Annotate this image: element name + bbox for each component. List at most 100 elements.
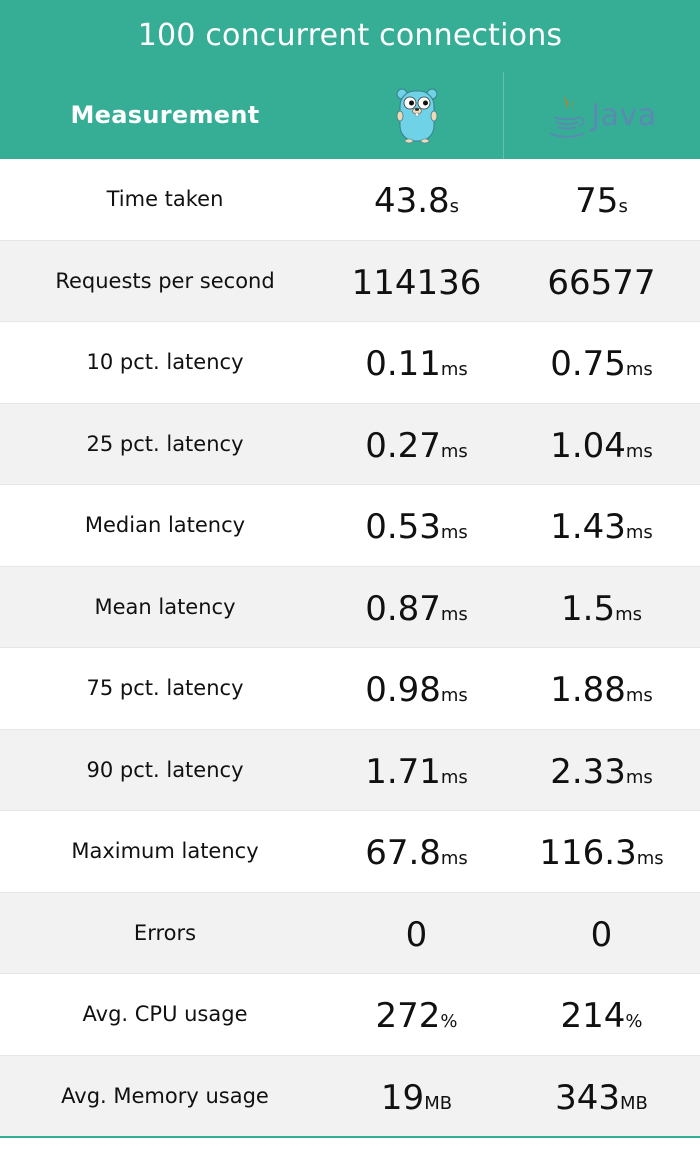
go-value: 0.53: [365, 507, 441, 548]
table-bottom-border: [0, 1136, 700, 1138]
go-value: 114136: [351, 262, 482, 303]
go-value-cell: 43.8s: [330, 181, 503, 221]
table-row: Median latency 0.53ms 1.43ms: [0, 485, 700, 567]
java-value: 2.33: [550, 751, 626, 792]
java-column-header: Java: [504, 72, 700, 158]
java-unit: s: [618, 196, 628, 218]
table-row: Avg. CPU usage 272% 214%: [0, 974, 700, 1056]
java-unit: ms: [636, 848, 664, 870]
measurement-label: Requests per second: [55, 268, 275, 293]
go-unit: ms: [440, 440, 468, 462]
java-value-cell: 0: [503, 915, 700, 955]
java-logo-icon: [549, 92, 585, 138]
go-unit: ms: [440, 603, 468, 625]
java-value: 343: [555, 1077, 620, 1118]
table-row: 25 pct. latency 0.27ms 1.04ms: [0, 403, 700, 485]
go-column-header: [330, 72, 503, 158]
table-body: Time taken 43.8s 75s Requests per second 114…: [0, 159, 700, 1137]
java-unit: ms: [625, 766, 653, 788]
table-row: Time taken 43.8s 75s: [0, 159, 700, 241]
table-row: 75 pct. latency 0.98ms 1.88ms: [0, 648, 700, 730]
go-value-cell: 67.8ms: [330, 833, 503, 873]
go-value: 0.11: [365, 344, 441, 385]
java-value-cell: 343MB: [503, 1078, 700, 1118]
table-row: 10 pct. latency 0.11ms 0.75ms: [0, 322, 700, 404]
java-value-cell: 1.04ms: [503, 426, 700, 466]
measurement-label: Avg. CPU usage: [82, 1002, 248, 1027]
go-value: 0.98: [365, 670, 441, 711]
go-value-cell: 0.98ms: [330, 670, 503, 710]
go-value-cell: 0.87ms: [330, 589, 503, 629]
java-unit: ms: [625, 522, 653, 544]
java-value-cell: 214%: [503, 996, 700, 1036]
table-row: Avg. Memory usage 19MB 343MB: [0, 1055, 700, 1137]
java-unit: MB: [620, 1092, 648, 1114]
java-unit: ms: [625, 359, 653, 381]
java-value-cell: 75s: [503, 181, 700, 221]
java-value-cell: 2.33ms: [503, 752, 700, 792]
java-value: 116.3: [539, 833, 637, 874]
measurement-label: 10 pct. latency: [86, 350, 244, 375]
java-value-cell: 1.43ms: [503, 507, 700, 547]
measurement-label: Avg. Memory usage: [61, 1083, 269, 1108]
table-row: Requests per second 114136 66577: [0, 240, 700, 322]
java-value: 75: [575, 181, 619, 222]
header-column-divider: [503, 72, 504, 159]
java-value: 1.04: [550, 425, 626, 466]
measurement-label: 75 pct. latency: [86, 676, 244, 701]
go-value: 19: [380, 1077, 425, 1118]
go-value-cell: 114136: [330, 263, 503, 303]
measurement-label: Errors: [133, 920, 197, 945]
go-value-cell: 0.27ms: [330, 426, 503, 466]
measurement-label: 90 pct. latency: [86, 757, 244, 782]
java-unit: ms: [615, 603, 642, 625]
java-value-cell: 1.88ms: [503, 670, 700, 710]
java-value: 0: [590, 914, 613, 955]
go-value-cell: 1.71ms: [330, 752, 503, 792]
measurement-label: Maximum latency: [71, 839, 259, 864]
measurement-label: Mean latency: [94, 594, 236, 619]
go-value-cell: 0.53ms: [330, 507, 503, 547]
table-row: Errors 0 0: [0, 892, 700, 974]
measurement-column-header: Measurement: [70, 101, 260, 129]
go-value: 67.8: [365, 833, 441, 874]
go-value: 43.8: [373, 181, 450, 222]
java-value-cell: 1.5ms: [503, 589, 700, 629]
go-value-cell: 272%: [330, 996, 503, 1036]
go-unit: ms: [440, 522, 468, 544]
go-value: 0.87: [365, 588, 441, 629]
java-value: 1.88: [550, 670, 626, 711]
table-title: 100 concurrent connections: [137, 18, 563, 53]
table-row: Mean latency 0.87ms 1.5ms: [0, 566, 700, 648]
go-unit: ms: [440, 766, 468, 788]
go-value: 0.27: [365, 425, 441, 466]
go-value: 272: [375, 996, 441, 1037]
java-wordmark: Java: [591, 97, 657, 133]
gopher-logo-icon: [396, 88, 437, 144]
go-value-cell: 0: [330, 915, 503, 955]
go-unit: MB: [424, 1092, 453, 1114]
measurement-label: Time taken: [106, 187, 224, 212]
java-value: 0.75: [550, 344, 626, 385]
table-row: Maximum latency 67.8ms 116.3ms: [0, 811, 700, 893]
java-unit: ms: [625, 440, 653, 462]
java-unit: ms: [625, 685, 653, 707]
java-value-cell: 0.75ms: [503, 344, 700, 384]
go-unit: ms: [440, 848, 468, 870]
go-unit: %: [440, 1011, 458, 1033]
java-value: 66577: [547, 262, 656, 303]
go-value-cell: 19MB: [330, 1078, 503, 1118]
measurement-label: Median latency: [84, 513, 246, 538]
table-row: 90 pct. latency 1.71ms 2.33ms: [0, 729, 700, 811]
java-value-cell: 116.3ms: [503, 833, 700, 873]
go-value: 1.71: [365, 751, 441, 792]
go-unit: s: [449, 196, 460, 218]
java-value: 1.43: [550, 507, 626, 548]
go-value-cell: 0.11ms: [330, 344, 503, 384]
java-value: 214: [560, 996, 626, 1037]
measurement-label: 25 pct. latency: [86, 431, 244, 456]
go-unit: ms: [440, 685, 468, 707]
table-header: 100 concurrent connections Measurement: [0, 0, 700, 159]
go-value: 0: [405, 914, 428, 955]
